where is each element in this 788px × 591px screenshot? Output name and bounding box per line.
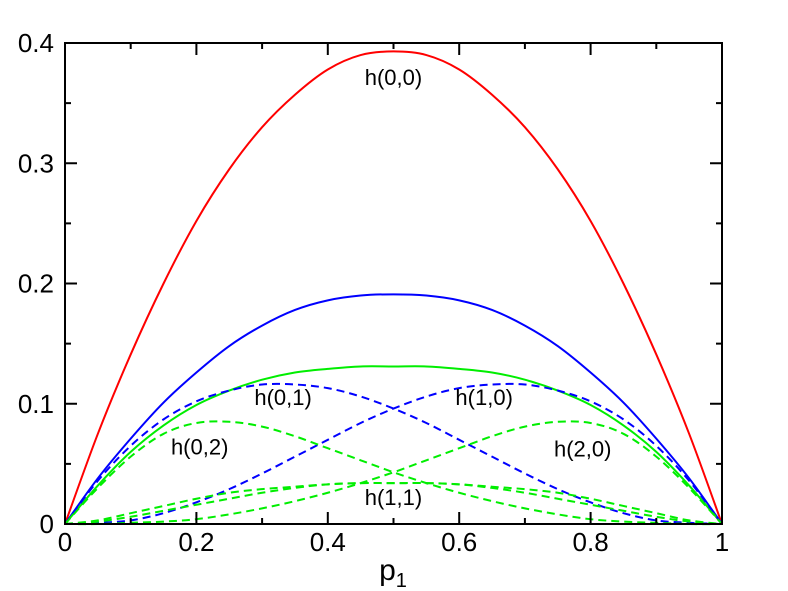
y-tick-label: 0.1 [18, 389, 54, 419]
series-line-h-1-0 [64, 382, 723, 525]
curve-label: h(0,0) [365, 65, 422, 90]
series-line-1 [64, 50, 723, 525]
x-tick-label: 0.2 [178, 527, 214, 557]
curve-label: h(2,0) [554, 437, 611, 462]
curve-label: h(0,1) [254, 385, 311, 410]
curve-label: h(0,2) [171, 434, 228, 459]
x-tick-label: 0.4 [310, 527, 346, 557]
y-tick-label: 0.3 [18, 148, 54, 178]
x-tick-label: 0.8 [573, 527, 609, 557]
x-tick-label: 1 [715, 527, 729, 557]
curve-label: h(1,0) [455, 385, 512, 410]
series-line-3 [64, 365, 723, 525]
curve-label: h(1,1) [365, 485, 422, 510]
x-tick-label: 0.6 [441, 527, 477, 557]
series-line-9 [64, 482, 723, 525]
y-tick-label: 0 [40, 509, 54, 539]
series-line-2 [64, 293, 723, 525]
x-tick-label: 0 [58, 527, 72, 557]
ticks-layer: 0 0.2 0.4 0.6 0.8 1 0 0.1 0.2 0.3 0.4 [18, 28, 729, 557]
curve-labels-layer: h(0,0) h(0,1) h(1,0) h(0,2) h(2,0) h(1,1) [171, 65, 612, 510]
y-tick-label: 0.2 [18, 269, 54, 299]
y-tick-label: 0.4 [18, 28, 54, 58]
series-line-h-0-2 [64, 420, 723, 526]
curves-layer [64, 50, 723, 526]
series-line-h-2-0 [64, 420, 723, 526]
x-axis-label: p1 [379, 554, 407, 591]
